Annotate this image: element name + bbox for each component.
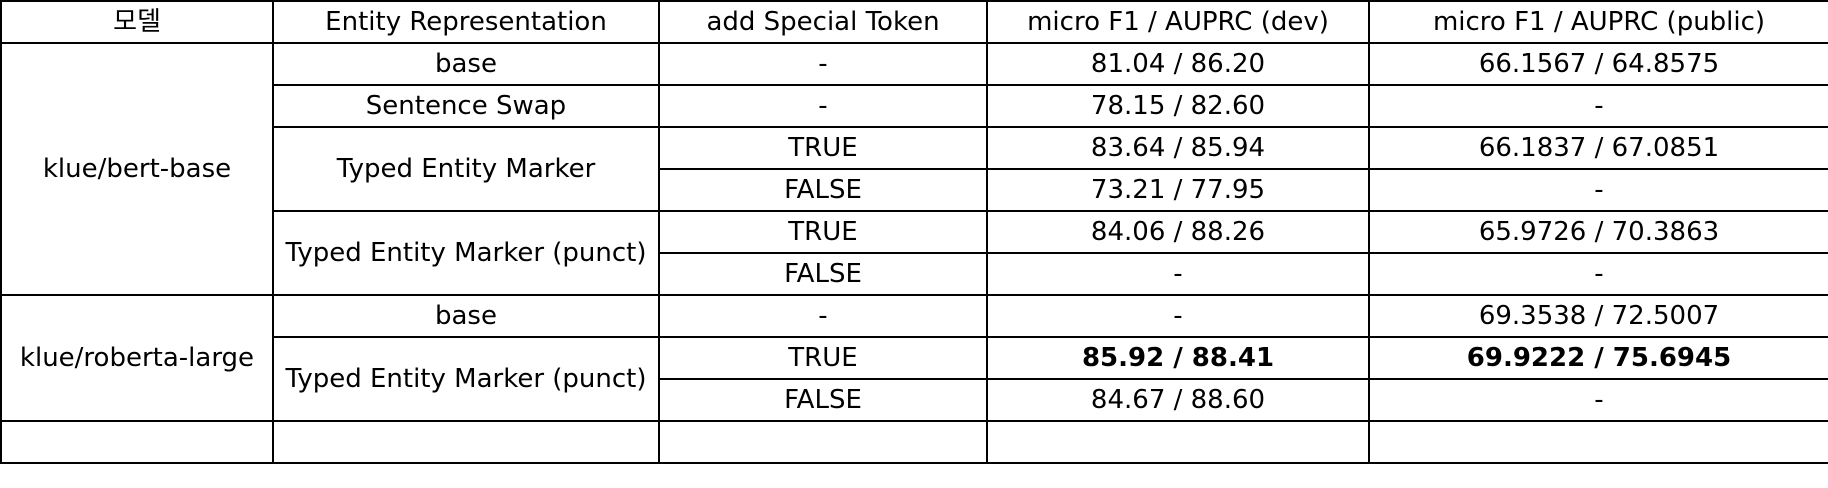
table-row: Typed Entity Marker TRUE 83.64 / 85.94 6… xyxy=(1,126,1828,212)
public-score-cell: 69.9222 / 75.6945 xyxy=(1368,336,1828,380)
special-token-cell: TRUE xyxy=(658,210,988,254)
representation-cell: base xyxy=(272,42,660,86)
public-score-cell: 69.3538 / 72.5007 xyxy=(1368,294,1828,338)
table-row: FALSE 84.67 / 88.60 - xyxy=(1,378,1828,422)
header-model: 모델 xyxy=(0,0,274,44)
public-score-cell: 66.1567 / 64.8575 xyxy=(1368,42,1828,86)
model-cell: klue/roberta-large xyxy=(0,294,274,422)
public-score-cell: - xyxy=(1368,378,1828,422)
header-entity-representation: Entity Representation xyxy=(272,0,660,44)
representation-cell: Typed Entity Marker xyxy=(272,126,660,212)
dev-score-cell: 83.64 / 85.94 xyxy=(986,126,1370,170)
special-token-cell: FALSE xyxy=(658,168,988,212)
table-row: FALSE - - xyxy=(1,252,1828,296)
special-token-cell: FALSE xyxy=(658,378,988,422)
public-score-cell: - xyxy=(1368,252,1828,296)
public-score-cell: 66.1837 / 67.0851 xyxy=(1368,126,1828,170)
table-row: Typed Entity Marker (punct) TRUE 84.06 /… xyxy=(1,210,1828,296)
representation-cell: Typed Entity Marker (punct) xyxy=(272,336,660,422)
public-score-cell: 65.9726 / 70.3863 xyxy=(1368,210,1828,254)
special-token-cell: TRUE xyxy=(658,126,988,170)
empty-cell xyxy=(986,420,1370,464)
public-score-cell: - xyxy=(1368,84,1828,128)
dev-score-cell: 81.04 / 86.20 xyxy=(986,42,1370,86)
model-cell: klue/bert-base xyxy=(0,42,274,296)
representation-cell: Typed Entity Marker (punct) xyxy=(272,210,660,296)
header-dev-score: micro F1 / AUPRC (dev) xyxy=(986,0,1370,44)
header-add-special-token: add Special Token xyxy=(658,0,988,44)
special-token-cell: FALSE xyxy=(658,252,988,296)
table-row: Typed Entity Marker (punct) TRUE 85.92 /… xyxy=(1,336,1828,422)
table-row: klue/bert-base base - 81.04 / 86.20 66.1… xyxy=(0,42,1828,296)
special-token-cell: - xyxy=(658,84,988,128)
table-row: klue/roberta-large base - - 69.3538 / 72… xyxy=(0,294,1828,422)
special-token-cell: - xyxy=(658,294,988,338)
dev-score-cell: 84.67 / 88.60 xyxy=(986,378,1370,422)
dev-score-cell: 78.15 / 82.60 xyxy=(986,84,1370,128)
representation-cell: base xyxy=(272,294,660,338)
representation-cell: Sentence Swap xyxy=(272,84,660,128)
header-row: 모델 Entity Representation add Special Tok… xyxy=(0,0,1828,44)
special-token-cell: TRUE xyxy=(658,336,988,380)
dev-score-cell: - xyxy=(986,252,1370,296)
empty-row xyxy=(0,420,1828,464)
table-row: Sentence Swap - 78.15 / 82.60 - xyxy=(1,84,1828,128)
results-table: 모델 Entity Representation add Special Tok… xyxy=(0,0,1828,464)
empty-cell xyxy=(272,420,660,464)
empty-cell xyxy=(1368,420,1828,464)
public-score-cell: - xyxy=(1368,168,1828,212)
special-token-cell: - xyxy=(658,42,988,86)
header-public-score: micro F1 / AUPRC (public) xyxy=(1368,0,1828,44)
dev-score-cell: 84.06 / 88.26 xyxy=(986,210,1370,254)
table-row: FALSE 73.21 / 77.95 - xyxy=(1,168,1828,212)
dev-score-cell: 73.21 / 77.95 xyxy=(986,168,1370,212)
empty-cell xyxy=(0,420,274,464)
empty-cell xyxy=(658,420,988,464)
dev-score-cell: 85.92 / 88.41 xyxy=(986,336,1370,380)
dev-score-cell: - xyxy=(986,294,1370,338)
